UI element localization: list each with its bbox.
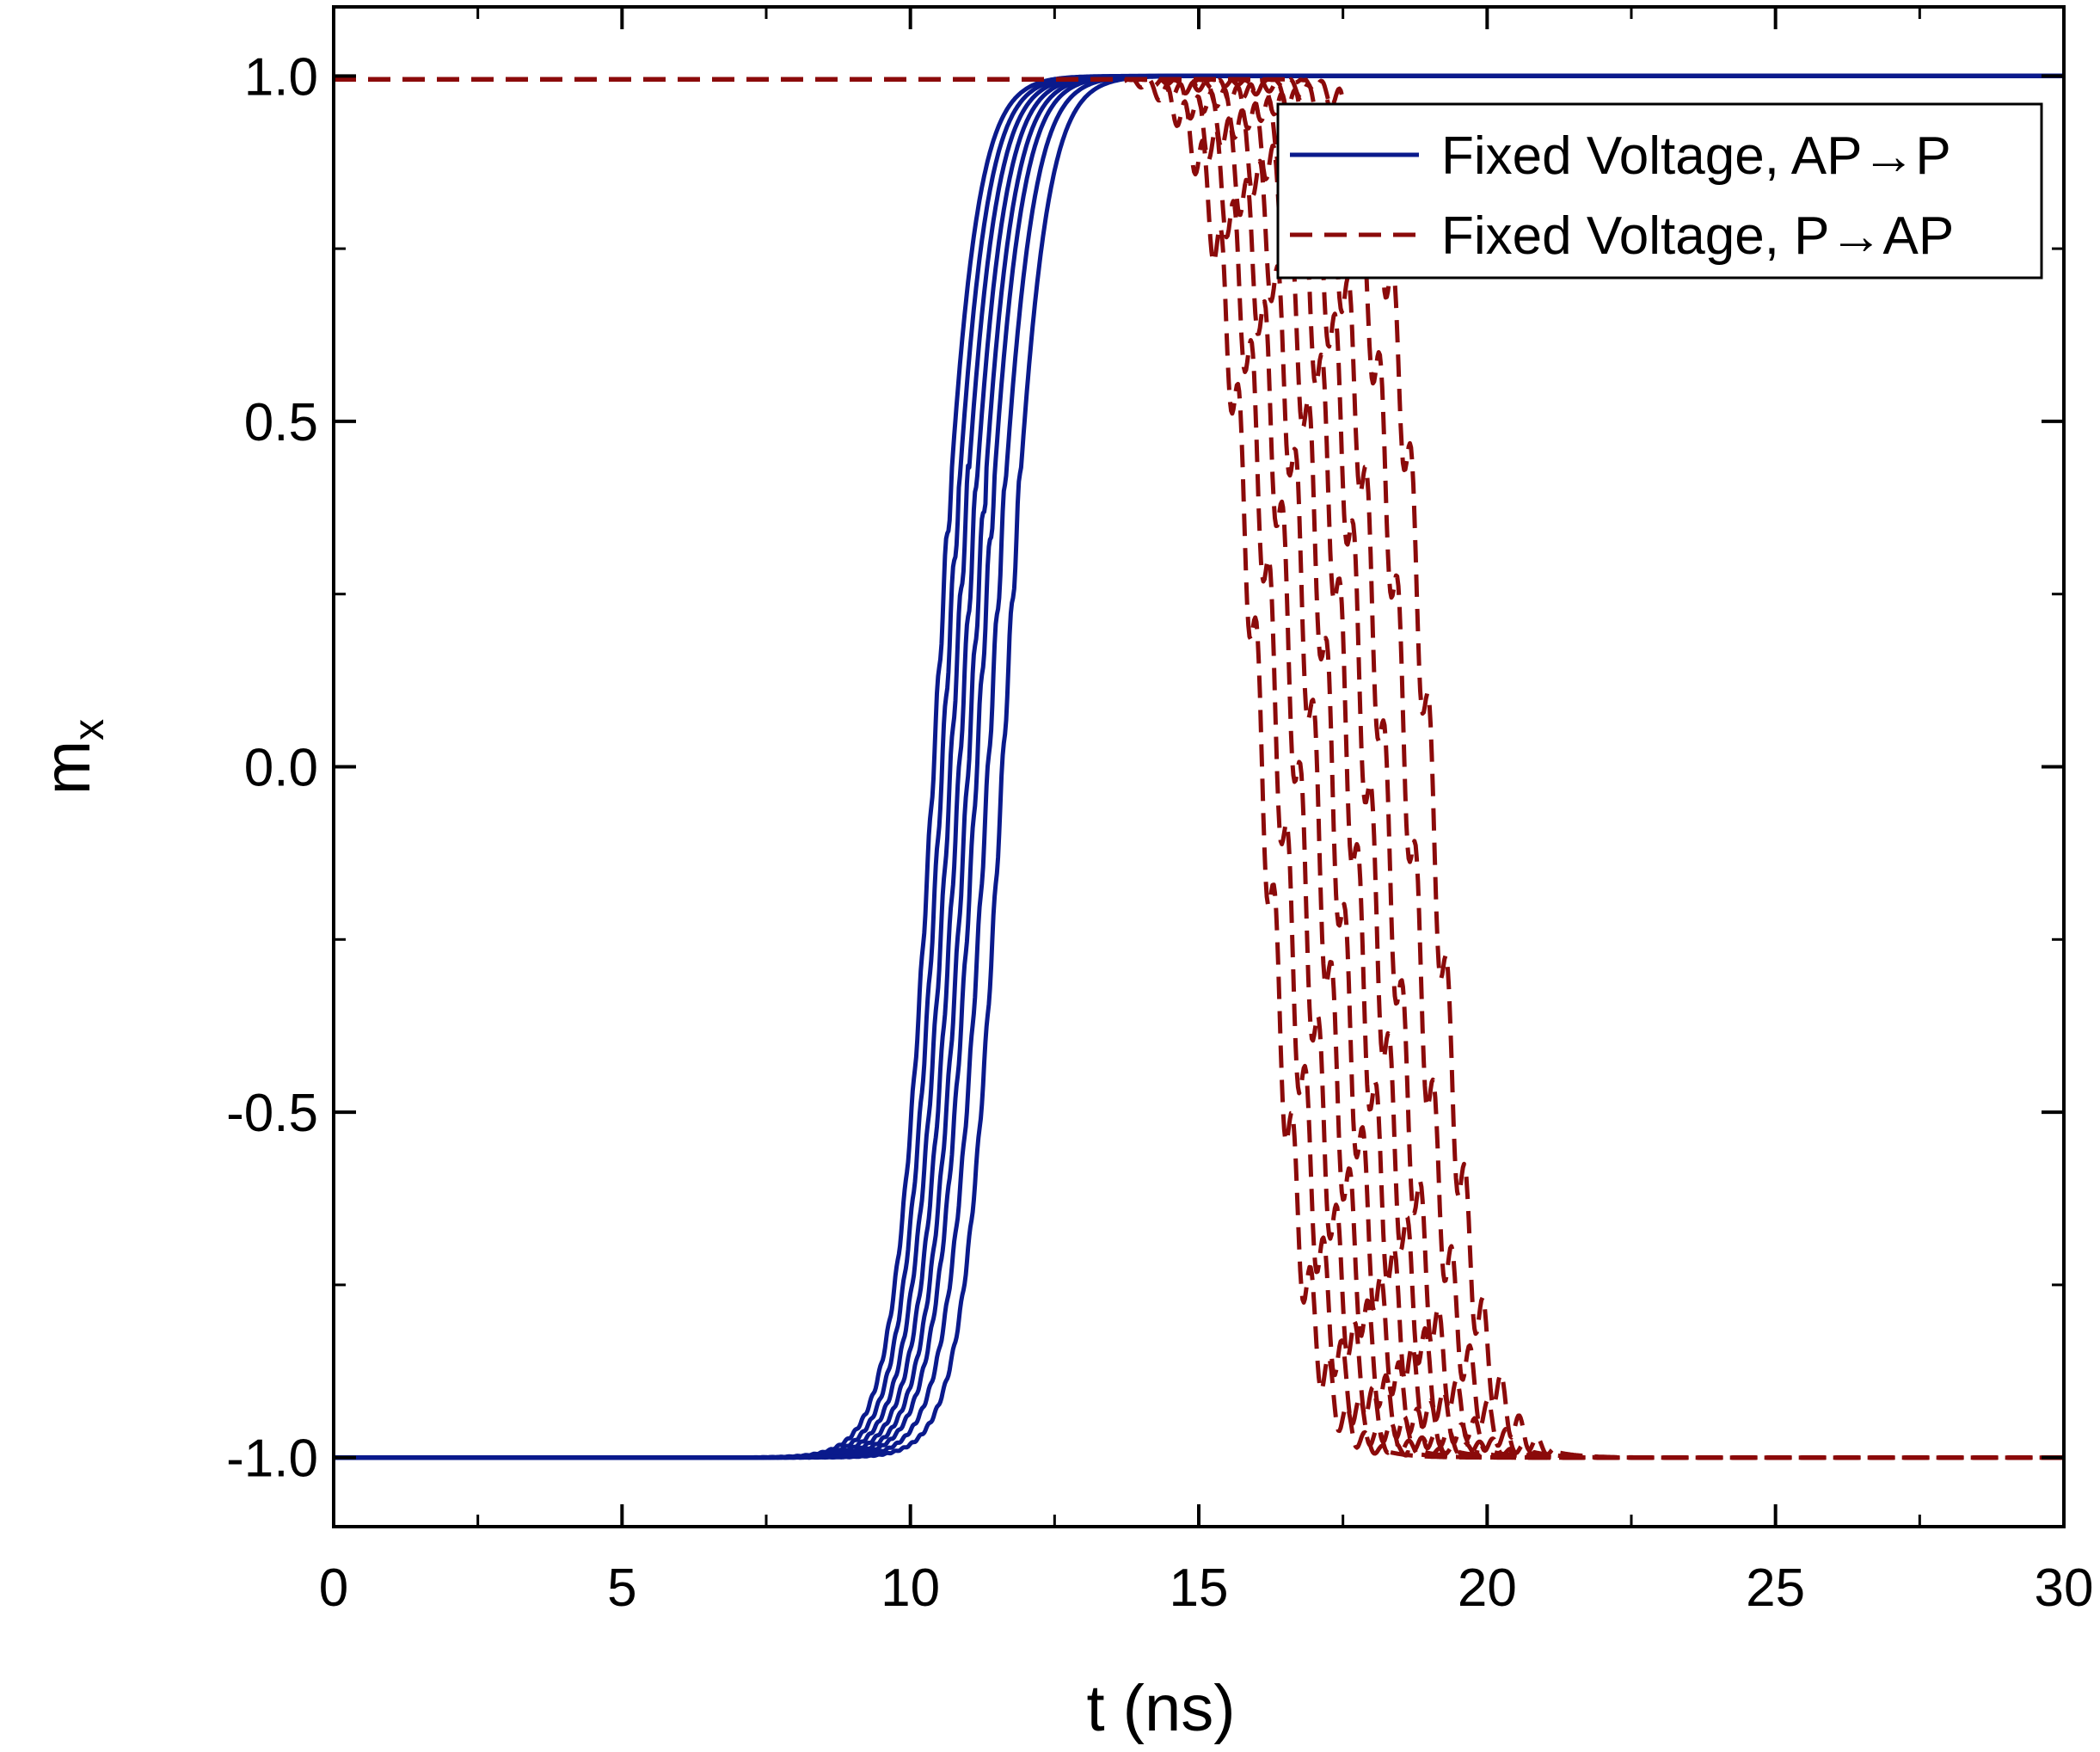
series-ap-to-p-line: [334, 73, 2064, 1460]
series-p-to-ap-line: [334, 77, 2064, 1460]
y-axis-title: mx: [31, 719, 113, 795]
tick-labels-layer: 0 5 10 15 20 25 30 -1.0 -0.5 0.0 0.5 1.0: [226, 47, 2093, 1618]
x-axis-title: t (ns): [1086, 1672, 1235, 1745]
y-tick-label: 0.5: [244, 393, 318, 452]
x-tick-label: 30: [2035, 1558, 2094, 1618]
legend: Fixed Voltage, AP→P Fixed Voltage, P→AP: [1276, 102, 2043, 280]
legend-label-p-to-ap: Fixed Voltage, P→AP: [1441, 206, 1954, 266]
y-axis-title-subscript: x: [64, 719, 113, 741]
y-tick-label: 0.0: [244, 739, 318, 798]
x-tick-label: 15: [1170, 1558, 1229, 1618]
y-tick-label: 1.0: [244, 47, 318, 107]
series-ap-to-p-line: [334, 73, 2064, 1460]
y-axis-title-main: m: [31, 741, 104, 795]
x-tick-label: 5: [607, 1558, 636, 1618]
series-p-to-ap-line: [334, 77, 2064, 1460]
series-ap-to-p-line: [334, 73, 2064, 1460]
series-p-to-ap-line: [334, 77, 2064, 1460]
x-tick-label: 20: [1458, 1558, 1517, 1618]
series-p-to-ap-line: [334, 77, 2064, 1460]
legend-label-ap-to-p: Fixed Voltage, AP→P: [1441, 126, 1951, 186]
series-p-to-ap-line: [334, 77, 2064, 1460]
series-p-to-ap-line: [334, 77, 2064, 1460]
y-tick-label: -1.0: [226, 1429, 318, 1489]
series-ap-to-p-line: [334, 73, 2064, 1460]
series-layer: [334, 73, 2064, 1460]
series-ap-to-p-line: [334, 73, 2064, 1460]
ticks-layer: [332, 7, 2066, 1527]
x-tick-label: 0: [319, 1558, 348, 1618]
series-p-to-ap-line: [334, 77, 2064, 1460]
series-p-to-ap-line: [334, 77, 2064, 1460]
series-p-to-ap-line: [334, 77, 2064, 1460]
x-tick-label: 25: [1746, 1558, 1805, 1618]
legend-box: [1276, 102, 2043, 280]
y-tick-label: -0.5: [226, 1084, 318, 1143]
series-ap-to-p-line: [334, 73, 2064, 1460]
x-tick-label: 10: [881, 1558, 940, 1618]
series-ap-to-p-line: [334, 73, 2064, 1460]
series-p-to-ap-line: [334, 77, 2064, 1460]
series-ap-to-p-line: [334, 73, 2064, 1460]
